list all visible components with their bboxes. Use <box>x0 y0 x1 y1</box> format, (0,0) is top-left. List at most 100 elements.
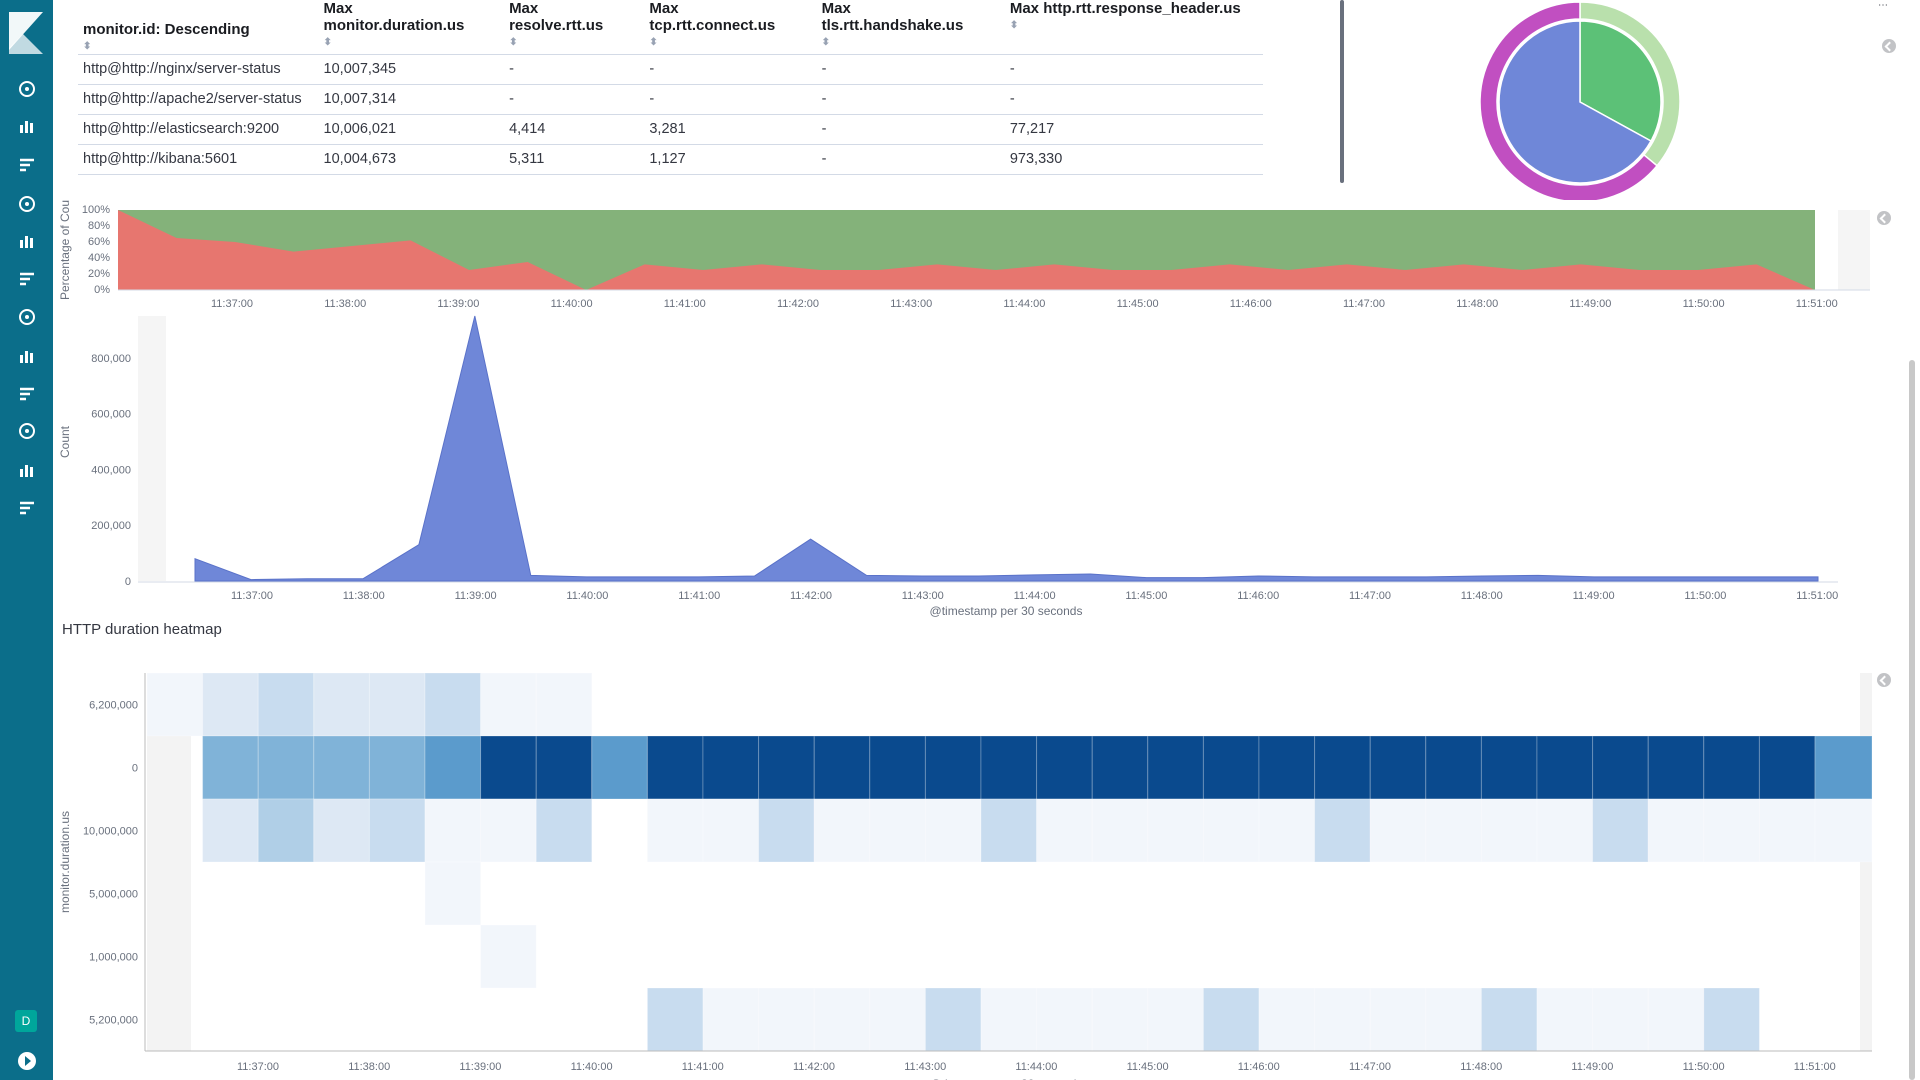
legend-toggle-icon[interactable] <box>1882 39 1896 53</box>
dev-tools-icon[interactable] <box>16 420 38 442</box>
heatmap-cell[interactable] <box>1202 798 1260 863</box>
heatmap-cell[interactable] <box>368 798 426 863</box>
heatmap-cell[interactable] <box>535 735 593 800</box>
heatmap-cell[interactable] <box>924 735 982 800</box>
sort-icon[interactable]: ⬍ <box>323 37 332 48</box>
heatmap-cell[interactable] <box>1425 987 1482 1052</box>
sort-icon[interactable]: ⬍ <box>649 37 658 48</box>
heatmap-cell[interactable] <box>1369 735 1427 800</box>
heatmap-cell[interactable] <box>1147 987 1204 1052</box>
column-header[interactable]: Max http.rtt.response_header.us ⬍ <box>1004 0 1263 55</box>
table-cell[interactable]: http@http://kibana:5601 <box>78 144 319 175</box>
heatmap-cell[interactable] <box>257 798 315 863</box>
column-header[interactable]: monitor.id: Descending ⬍ <box>78 0 319 55</box>
dashboard-icon[interactable] <box>0 146 53 184</box>
apm-icon[interactable] <box>16 345 38 367</box>
heatmap-cell[interactable] <box>1314 735 1371 800</box>
heatmap-cell[interactable] <box>1647 987 1705 1052</box>
heatmap-cell[interactable] <box>646 987 704 1052</box>
heatmap-cell[interactable] <box>1536 798 1594 863</box>
heatmap-cell[interactable] <box>1536 735 1594 800</box>
heatmap-cell[interactable] <box>924 798 982 863</box>
heatmap-cell[interactable] <box>1202 735 1260 800</box>
heatmap-cell[interactable] <box>702 798 760 863</box>
heatmap-cell[interactable] <box>1536 987 1594 1052</box>
heatmap-cell[interactable] <box>480 672 537 737</box>
heatmap-cell[interactable] <box>813 987 871 1052</box>
heatmap-cell[interactable] <box>535 672 593 737</box>
heatmap-cell[interactable] <box>1480 987 1538 1052</box>
heatmap-cell[interactable] <box>1703 735 1760 800</box>
pie-outer-slice[interactable] <box>1479 1 1659 203</box>
sort-icon[interactable]: ⬍ <box>509 37 518 48</box>
discover-icon[interactable] <box>16 78 38 100</box>
heatmap-cell[interactable] <box>368 735 426 800</box>
heatmap-cell[interactable] <box>1314 798 1371 863</box>
infrastructure-icon[interactable] <box>16 306 38 328</box>
column-header[interactable]: Max tcp.rtt.connect.us ⬍ <box>644 0 817 55</box>
sort-icon[interactable]: ⬍ <box>1009 20 1019 31</box>
heatmap-cell[interactable] <box>1758 735 1816 800</box>
heatmap-cell[interactable] <box>1814 735 1873 800</box>
heatmap-cell[interactable] <box>146 672 204 737</box>
heatmap-cell[interactable] <box>646 798 704 863</box>
heatmap-cell[interactable] <box>1369 798 1427 863</box>
heatmap-cell[interactable] <box>980 987 1038 1052</box>
heatmap-cell[interactable] <box>813 798 871 863</box>
heatmap-cell[interactable] <box>424 798 482 863</box>
heatmap-cell[interactable] <box>424 735 482 800</box>
logs-icon[interactable] <box>16 268 38 290</box>
heatmap-cell[interactable] <box>424 672 482 737</box>
heatmap-cell[interactable] <box>480 798 537 863</box>
heatmap-cell[interactable] <box>924 987 982 1052</box>
heatmap-cell[interactable] <box>1758 798 1816 863</box>
table-cell[interactable]: http@http://apache2/server-status <box>78 84 319 115</box>
monitoring-icon[interactable] <box>16 459 38 481</box>
legend-toggle-icon[interactable] <box>1877 211 1891 225</box>
management-icon[interactable] <box>16 497 38 519</box>
options-icon[interactable]: ⋯ <box>1878 0 1889 11</box>
timelion-icon[interactable] <box>16 193 38 215</box>
heatmap-cell[interactable] <box>1314 987 1371 1052</box>
heatmap-cell[interactable] <box>313 735 370 800</box>
heatmap-cell[interactable] <box>1425 735 1482 800</box>
heatmap-cell[interactable] <box>758 735 815 800</box>
heatmap-cell[interactable] <box>869 987 926 1052</box>
heatmap-cell[interactable] <box>980 735 1038 800</box>
heatmap-cell[interactable] <box>535 798 593 863</box>
heatmap-cell[interactable] <box>869 798 926 863</box>
heatmap-cell[interactable] <box>1258 987 1316 1052</box>
collapse-menu-icon[interactable] <box>16 1050 38 1072</box>
heatmap-cell[interactable] <box>591 735 648 800</box>
heatmap-cell[interactable] <box>1425 798 1482 863</box>
heatmap-cell[interactable] <box>1091 798 1149 863</box>
heatmap-cell[interactable] <box>480 924 537 989</box>
heatmap-cell[interactable] <box>702 987 760 1052</box>
heatmap-cell[interactable] <box>1592 735 1649 800</box>
heatmap-cell[interactable] <box>1647 798 1705 863</box>
heatmap-cell[interactable] <box>813 735 871 800</box>
heatmap-cell[interactable] <box>1036 987 1093 1052</box>
heatmap-cell[interactable] <box>1480 798 1538 863</box>
heatmap-cell[interactable] <box>202 735 259 800</box>
heatmap-cell[interactable] <box>424 861 482 926</box>
heatmap-cell[interactable] <box>1480 735 1538 800</box>
kibana-logo-icon[interactable] <box>9 12 43 54</box>
heatmap-cell[interactable] <box>758 987 815 1052</box>
heatmap-cell[interactable] <box>1147 798 1204 863</box>
heatmap-cell[interactable] <box>480 735 537 800</box>
heatmap-cell[interactable] <box>1703 798 1760 863</box>
pie-inner-slice[interactable] <box>1498 20 1653 184</box>
heatmap-cell[interactable] <box>758 798 815 863</box>
heatmap-cell[interactable] <box>1592 987 1649 1052</box>
heatmap-cell[interactable] <box>980 798 1038 863</box>
heatmap-cell[interactable] <box>1147 735 1204 800</box>
heatmap-cell[interactable] <box>1091 735 1149 800</box>
column-header[interactable]: Max monitor.duration.us ⬍ <box>318 0 505 55</box>
sort-icon[interactable]: ⬍ <box>83 41 92 52</box>
heatmap-cell[interactable] <box>869 735 926 800</box>
visualize-icon[interactable] <box>16 115 38 137</box>
table-cell[interactable]: http@http://nginx/server-status <box>78 54 319 85</box>
heatmap-cell[interactable] <box>1647 735 1705 800</box>
heatmap-cell[interactable] <box>313 798 370 863</box>
